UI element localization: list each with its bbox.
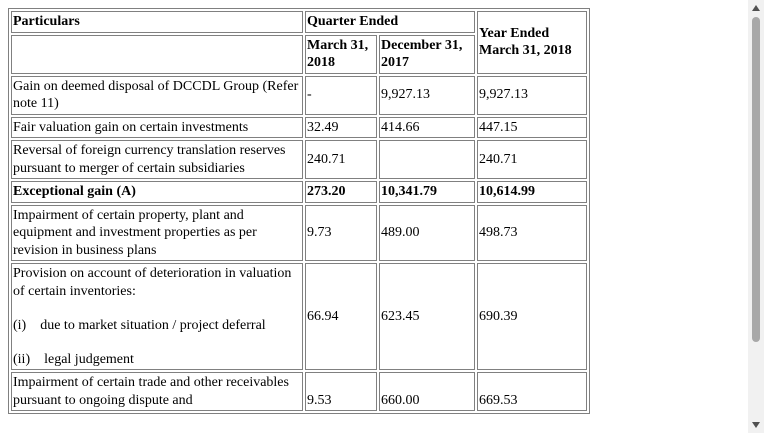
cell-quarter-march: 273.20	[305, 181, 377, 203]
cell-year-ended: 10,614.99	[477, 181, 587, 203]
header-year-ended: Year Ended March 31, 2018	[477, 11, 587, 74]
row-label-group: Provision on account of deterioration in…	[11, 263, 303, 370]
cell-year-ended: 447.15	[477, 116, 587, 138]
row-sublabel: (i) due to market situation / project de…	[13, 318, 266, 333]
cell-year-ended: 240.71	[477, 140, 587, 179]
scrollbar-thumb[interactable]	[752, 17, 760, 342]
vertical-scrollbar[interactable]	[748, 0, 764, 433]
table-row: Impairment of certain trade and other re…	[11, 372, 587, 411]
cell-quarter-december: 10,341.79	[379, 181, 475, 203]
scroll-down-arrow-icon[interactable]	[748, 417, 764, 433]
row-label: Fair valuation gain on certain investmen…	[11, 116, 303, 138]
cell-quarter-december: 414.66	[379, 116, 475, 138]
table-header-row: Particulars Quarter Ended Year Ended Mar…	[11, 11, 587, 74]
cell-quarter-march: -	[305, 75, 377, 115]
table-row: Impairment of certain property, plant an…	[11, 204, 587, 261]
header-december-2017: December 31, 2017	[379, 34, 475, 74]
cell-year-ended: 498.73	[477, 204, 587, 261]
cell-year-ended: 690.39	[477, 263, 587, 370]
table-row: Gain on deemed disposal of DCCDL Group (…	[11, 75, 587, 115]
row-sublabel: (ii) legal judgement	[13, 351, 134, 367]
row-label: Impairment of certain trade and other re…	[11, 372, 303, 411]
cell-quarter-march: 9.73	[305, 204, 377, 261]
cell-quarter-december	[379, 140, 475, 179]
header-particulars: Particulars	[11, 11, 303, 33]
financial-table: Particulars Quarter Ended Year Ended Mar…	[8, 8, 590, 414]
cell-quarter-december: 9,927.13	[379, 75, 475, 115]
cell-year-ended: 9,927.13	[477, 75, 587, 115]
cell-quarter-december: 660.00	[379, 372, 475, 411]
row-label: Exceptional gain (A)	[11, 181, 303, 203]
cell-quarter-december: 489.00	[379, 204, 475, 261]
cell-quarter-march: 9.53	[305, 372, 377, 411]
cell-quarter-march: 66.94	[305, 263, 377, 370]
cell-quarter-march: 240.71	[305, 140, 377, 179]
table-row: Provision on account of deterioration in…	[11, 263, 587, 370]
header-march-2018: March 31, 2018	[305, 34, 377, 74]
header-quarter-ended: Quarter Ended	[305, 11, 475, 33]
table-row-total: Exceptional gain (A) 273.20 10,341.79 10…	[11, 181, 587, 203]
table-row: Fair valuation gain on certain investmen…	[11, 116, 587, 138]
table-row: Reversal of foreign currency translation…	[11, 140, 587, 179]
scroll-up-arrow-icon[interactable]	[748, 0, 764, 16]
row-label: Provision on account of deterioration in…	[13, 266, 292, 299]
row-label: Gain on deemed disposal of DCCDL Group (…	[11, 75, 303, 115]
row-label: Impairment of certain property, plant an…	[11, 204, 303, 261]
table-subheader-row: March 31, 2018 December 31, 2017	[11, 34, 587, 74]
document-viewport: Particulars Quarter Ended Year Ended Mar…	[8, 8, 590, 414]
row-label: Reversal of foreign currency translation…	[11, 140, 303, 179]
header-blank-cell	[11, 34, 303, 74]
cell-year-ended: 669.53	[477, 372, 587, 411]
cell-quarter-december: 623.45	[379, 263, 475, 370]
cell-quarter-march: 32.49	[305, 116, 377, 138]
